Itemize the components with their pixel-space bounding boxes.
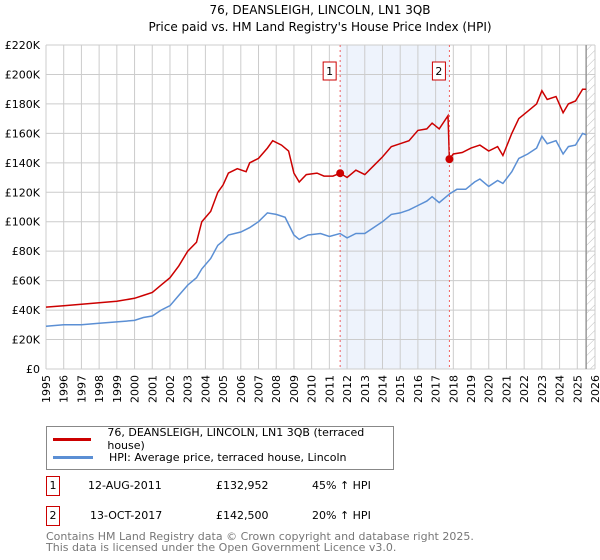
sale-price: £132,952 (216, 479, 269, 492)
price-chart: 76, DEANSLEIGH, LINCOLN, LN1 3QB Price p… (5, 3, 600, 403)
footer-license: This data is licensed under the Open Gov… (46, 541, 397, 554)
x-tick-label: 2003 (182, 375, 195, 403)
legend-swatch (53, 455, 93, 459)
y-tick-label: £40K (12, 304, 41, 317)
x-tick-label: 2001 (146, 375, 159, 403)
x-tick-label: 2005 (217, 375, 230, 403)
annotation-box (431, 61, 446, 81)
series-line (45, 132, 587, 328)
legend-item-hpi: HPI: Average price, terraced house, Linc… (53, 449, 346, 465)
x-tick-label: 2013 (359, 375, 372, 403)
legend-item-property: 76, DEANSLEIGH, LINCOLN, LN1 3QB (terrac… (53, 426, 393, 452)
x-tick-label: 2021 (500, 375, 513, 403)
sale-date: 12-AUG-2011 (88, 479, 162, 492)
x-tick-label: 2008 (270, 375, 283, 403)
x-tick-label: 2015 (394, 375, 407, 403)
x-tick-label: 1996 (58, 375, 71, 403)
y-tick-label: £180K (5, 98, 41, 111)
x-tick-label: 2007 (253, 375, 266, 403)
y-tick-label: £80K (12, 245, 41, 258)
x-tick-label: 2016 (412, 375, 425, 403)
y-tick-label: £60K (12, 275, 41, 288)
x-tick-label: 2023 (536, 375, 549, 403)
legend-label: HPI: Average price, terraced house, Linc… (109, 450, 347, 464)
x-tick-label: 2009 (288, 375, 301, 403)
chart-title: 76, DEANSLEIGH, LINCOLN, LN1 3QB (209, 3, 430, 17)
x-tick-label: 2011 (323, 375, 336, 403)
sale-marker-badge: 2 (46, 506, 60, 526)
x-tick-label: 2024 (554, 375, 567, 403)
annotation-label: 2 (435, 65, 442, 78)
forecast-hatch (586, 45, 595, 369)
x-tick-label: 2020 (483, 375, 496, 403)
series-line (45, 88, 587, 308)
x-tick-label: 1999 (111, 375, 124, 403)
x-tick-label: 1995 (40, 375, 53, 403)
x-tick-label: 2006 (235, 375, 248, 403)
y-tick-label: £100K (5, 216, 41, 229)
x-tick-label: 2002 (164, 375, 177, 403)
sale-hpi-diff: 20% ↑ HPI (312, 509, 371, 522)
sale-date: 13-OCT-2017 (90, 509, 163, 522)
footer-copyright: Contains HM Land Registry data © Crown c… (46, 530, 474, 543)
legend-swatch (53, 437, 92, 441)
y-tick-label: £220K (5, 39, 41, 52)
x-tick-label: 2018 (447, 375, 460, 403)
sale-point (336, 169, 345, 178)
x-tick-label: 2026 (589, 375, 600, 403)
x-tick-label: 2025 (571, 375, 584, 403)
y-tick-label: £160K (5, 127, 41, 140)
annotation-label: 1 (326, 65, 333, 78)
x-tick-label: 1997 (75, 375, 88, 403)
legend-label: 76, DEANSLEIGH, LINCOLN, LN1 3QB (terrac… (107, 426, 365, 452)
x-tick-label: 2012 (341, 375, 354, 403)
sale-marker-badge: 1 (46, 476, 60, 496)
x-tick-label: 2000 (129, 375, 142, 403)
y-tick-label: £140K (5, 157, 41, 170)
x-tick-label: 2019 (465, 375, 478, 403)
footer: Contains HM Land Registry data © Crown c… (46, 531, 474, 553)
y-tick-label: £200K (5, 68, 41, 81)
annotation-box (322, 61, 337, 81)
sale-hpi-diff: 45% ↑ HPI (312, 479, 371, 492)
shaded-period (340, 45, 450, 369)
chart-subtitle: Price paid vs. HM Land Registry's House … (148, 20, 491, 34)
sale-point (445, 155, 454, 164)
sale-price: £142,500 (216, 509, 269, 522)
x-tick-label: 2004 (199, 375, 212, 403)
y-tick-label: £120K (5, 186, 41, 199)
x-tick-label: 2014 (376, 375, 389, 403)
x-tick-label: 2022 (518, 375, 531, 403)
x-tick-label: 2017 (430, 375, 443, 403)
x-tick-label: 1998 (93, 375, 106, 403)
y-tick-label: £20K (12, 334, 41, 347)
legend: 76, DEANSLEIGH, LINCOLN, LN1 3QB (terrac… (46, 426, 394, 470)
x-tick-label: 2010 (306, 375, 319, 403)
y-tick-label: £0 (26, 363, 40, 376)
